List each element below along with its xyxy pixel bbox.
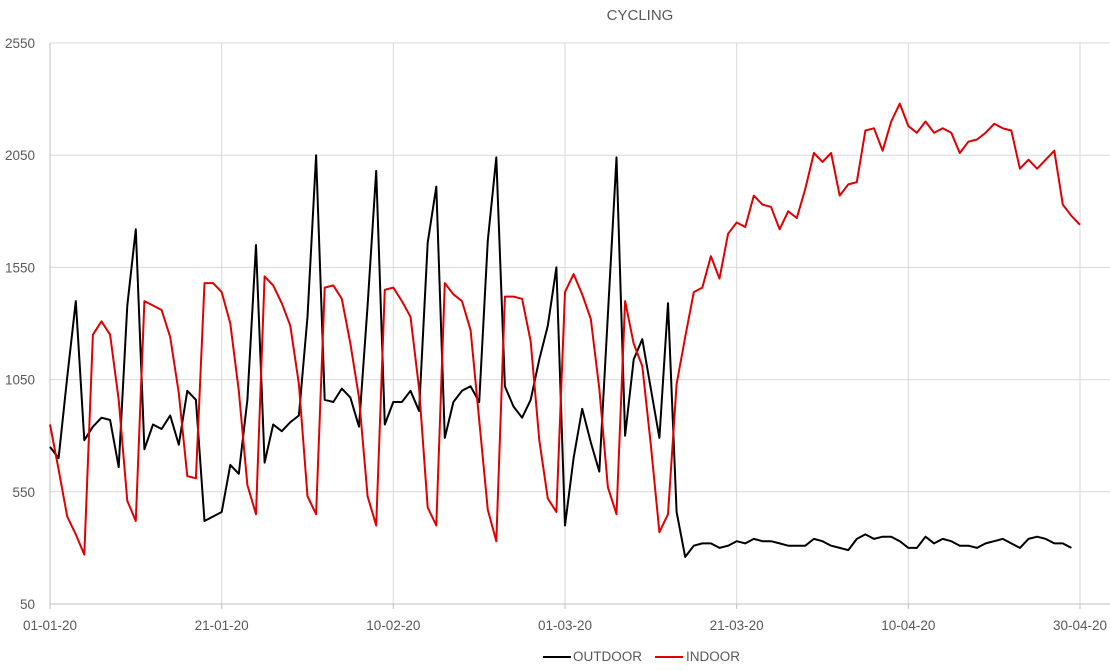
x-tick-label: 21-03-20 [710, 618, 764, 633]
x-tick-label: 10-04-20 [881, 618, 935, 633]
series-lines [49, 102, 1081, 558]
y-tick-label: 50 [20, 597, 35, 612]
x-tick-label: 30-04-20 [1053, 618, 1107, 633]
x-tick-label: 01-01-20 [23, 618, 77, 633]
x-tick-label: 01-03-20 [538, 618, 592, 633]
chart-title: CYCLING [607, 7, 674, 24]
legend: OUTDOOR INDOOR [543, 649, 740, 664]
x-tick-label: 21-01-20 [195, 618, 249, 633]
axes: 50 550 1050 1550 2050 2550 01-01-20 21-01-20 10-… [5, 36, 1110, 633]
series-line-indoor [49, 102, 1081, 556]
y-tick-label: 2050 [5, 148, 35, 163]
y-tick-label: 2550 [5, 36, 35, 51]
legend-indoor-label: INDOOR [686, 649, 740, 664]
y-tick-label: 550 [12, 485, 35, 500]
legend-outdoor-label: OUTDOOR [573, 649, 642, 664]
y-tick-label: 1550 [5, 260, 35, 275]
y-tick-label: 1050 [5, 373, 35, 388]
gridlines [50, 42, 1110, 604]
x-tick-label: 10-02-20 [366, 618, 420, 633]
series-line-outdoor [49, 154, 1072, 558]
